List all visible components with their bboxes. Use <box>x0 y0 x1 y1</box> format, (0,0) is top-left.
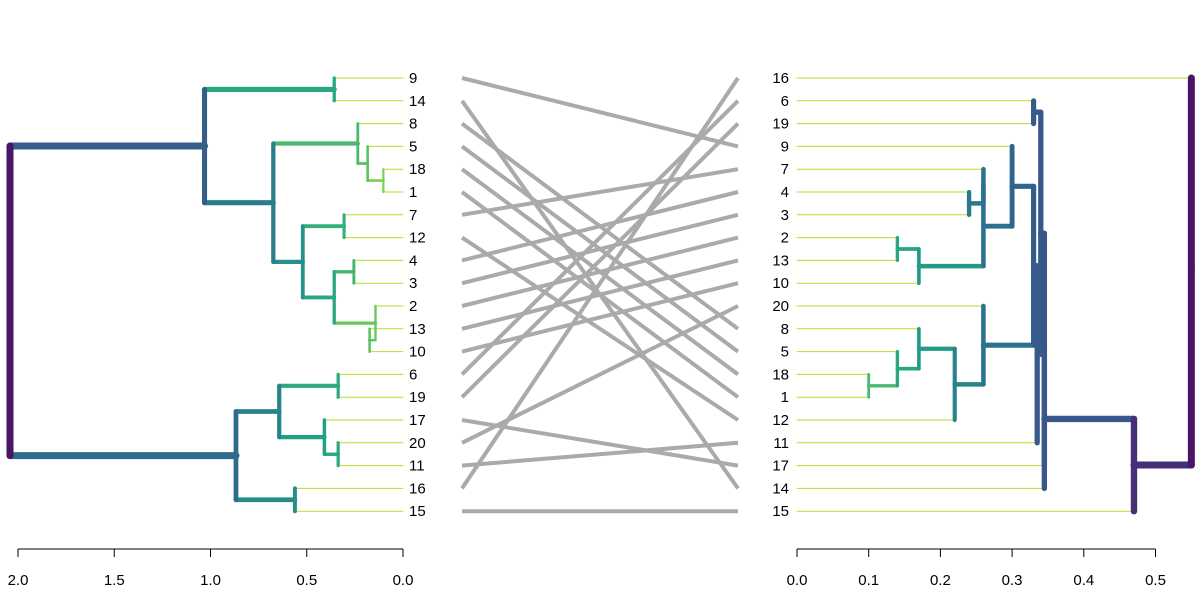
right-axis-tick-label: 0.0 <box>787 572 808 589</box>
connector-7 <box>461 167 739 217</box>
connector-19 <box>460 122 740 399</box>
connector-13 <box>461 258 739 331</box>
left-leaf-label-3: 3 <box>409 275 417 292</box>
left-axis-tick-label: 0.0 <box>393 572 414 589</box>
left-leaf-label-8: 8 <box>409 116 417 133</box>
left-leaf-label-7: 7 <box>409 207 417 224</box>
left-leaf-label-20: 20 <box>409 435 426 452</box>
right-axis-tick-label: 0.5 <box>1145 572 1166 589</box>
right-leaf-label-2: 2 <box>781 230 789 247</box>
left-dendrogram <box>6 76 404 514</box>
right-leaf-label-9: 9 <box>781 138 789 155</box>
right-leaf-label-16: 16 <box>772 70 789 87</box>
right-leaf-label-7: 7 <box>781 161 789 178</box>
left-leaf-label-19: 19 <box>409 389 426 406</box>
right-leaf-labels: 16 6 19 9 7 4 3 2 13 10 20 8 5 18 1 12 11 17 14 15 <box>772 70 789 520</box>
connector-16 <box>460 76 740 490</box>
right-leaf-label-15: 15 <box>772 503 789 520</box>
left-leaf-label-5: 5 <box>409 138 417 155</box>
left-height-axis: 2.0 1.5 1.0 0.5 0.0 <box>8 548 414 589</box>
left-leaf-label-15: 15 <box>409 503 426 520</box>
left-leaf-label-6: 6 <box>409 366 417 383</box>
right-leaf-label-3: 3 <box>781 207 789 224</box>
left-leaf-label-2: 2 <box>409 298 417 315</box>
connector-17 <box>461 418 739 468</box>
right-axis-tick-label: 0.4 <box>1073 572 1094 589</box>
right-leaf-label-10: 10 <box>772 275 789 292</box>
left-leaf-label-1: 1 <box>409 184 417 201</box>
connector-4 <box>461 190 739 263</box>
right-axis-tick-label: 0.2 <box>930 572 951 589</box>
right-leaf-label-12: 12 <box>772 412 789 429</box>
right-leaf-label-17: 17 <box>772 458 789 475</box>
connector-12 <box>460 235 740 422</box>
right-leaf-label-5: 5 <box>781 344 789 361</box>
left-leaf-label-12: 12 <box>409 230 426 247</box>
left-leaf-label-18: 18 <box>409 161 426 178</box>
right-leaf-label-8: 8 <box>781 321 789 338</box>
right-leaf-label-11: 11 <box>773 435 789 452</box>
right-leaf-label-1: 1 <box>781 389 789 406</box>
right-leaf-label-19: 19 <box>772 116 789 133</box>
tanglegram-connectors <box>460 76 740 514</box>
left-leaf-label-11: 11 <box>409 458 425 475</box>
left-axis-tick-label: 1.5 <box>104 572 125 589</box>
left-leaf-label-9: 9 <box>409 70 417 87</box>
connector-2 <box>461 235 739 308</box>
right-node-r_root <box>1187 268 1195 276</box>
right-leaf-label-18: 18 <box>772 366 789 383</box>
left-leaf-label-13: 13 <box>409 321 426 338</box>
left-leaf-label-4: 4 <box>409 252 417 269</box>
right-leaf-label-13: 13 <box>772 252 789 269</box>
right-axis-tick-label: 0.3 <box>1002 572 1023 589</box>
left-leaf-label-10: 10 <box>409 344 426 361</box>
right-dendrogram <box>796 74 1195 515</box>
left-leaf-label-16: 16 <box>409 480 426 497</box>
connector-10 <box>461 281 739 354</box>
left-leaf-label-14: 14 <box>409 93 426 110</box>
left-axis-tick-label: 1.0 <box>200 572 221 589</box>
right-leaf-label-6: 6 <box>781 93 789 110</box>
connector-3 <box>461 212 739 286</box>
right-leaf-label-14: 14 <box>772 480 789 497</box>
right-leaf-label-4: 4 <box>781 184 789 201</box>
right-leaf-label-20: 20 <box>772 298 789 315</box>
connector-11 <box>461 440 739 468</box>
left-node-l_root <box>6 297 14 305</box>
right-axis-tick-label: 0.1 <box>858 572 879 589</box>
left-axis-tick-label: 0.5 <box>296 572 317 589</box>
left-leaf-label-17: 17 <box>409 412 426 429</box>
left-axis-tick-label: 2.0 <box>8 572 29 589</box>
connector-9 <box>461 76 739 149</box>
right-height-axis: 0.0 0.1 0.2 0.3 0.4 0.5 <box>787 548 1166 589</box>
